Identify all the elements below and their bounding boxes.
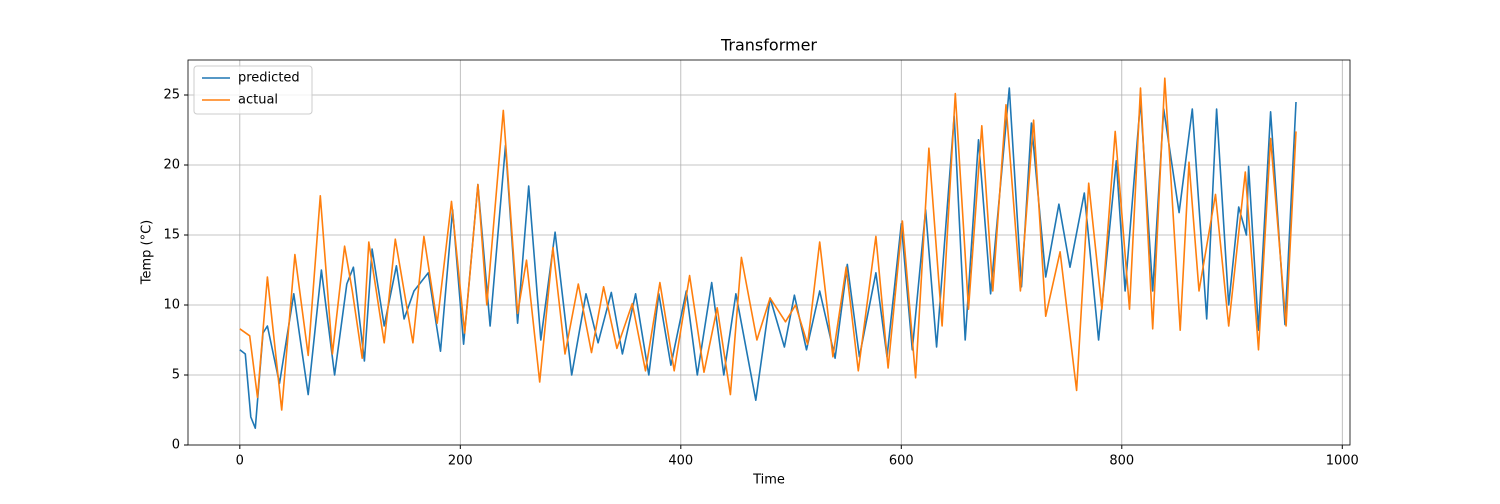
x-tick-label: 200	[448, 454, 473, 469]
y-tick-label: 0	[172, 438, 180, 453]
plot-frame	[187, 59, 1351, 446]
y-tick-label: 10	[163, 298, 180, 313]
x-tick-label: 0	[236, 454, 244, 469]
y-tick-label: 5	[172, 368, 180, 383]
legend-label: predicted	[238, 71, 300, 86]
x-axis-label: Time	[752, 473, 785, 488]
y-tick-label: 15	[163, 228, 180, 243]
x-tick-label: 600	[889, 454, 914, 469]
legend-label: actual	[238, 93, 278, 108]
x-tick-label: 1000	[1326, 454, 1359, 469]
x-tick-label: 800	[1109, 454, 1134, 469]
y-tick-label: 25	[163, 88, 180, 103]
y-axis-label: Temp (°C)	[140, 220, 155, 286]
x-tick-label: 400	[668, 454, 693, 469]
y-tick-label: 20	[163, 158, 180, 173]
series-line	[239, 87, 1297, 429]
chart-title: Transformer	[720, 36, 817, 55]
series-line	[239, 77, 1297, 411]
